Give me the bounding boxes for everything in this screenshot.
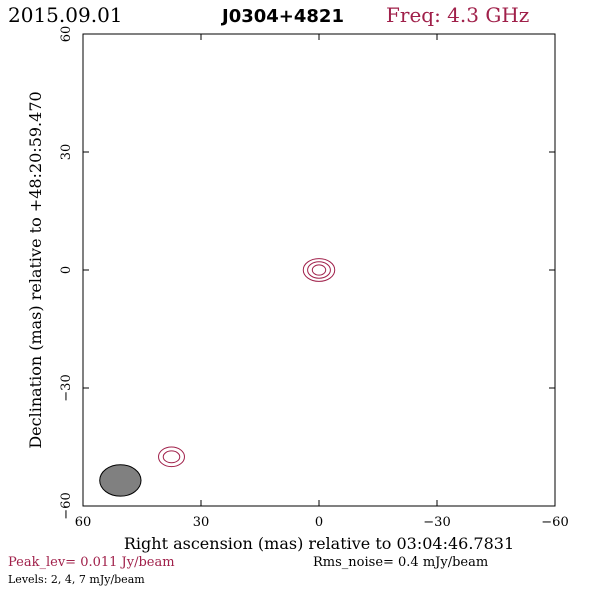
contour-line-core: [307, 261, 331, 279]
contour-line-feature: [158, 446, 185, 468]
y-axis-label: Declination (mas) relative to +48:20:59.…: [26, 91, 45, 448]
source-name: J0304+4821: [220, 6, 344, 27]
contour-layer: [158, 258, 336, 468]
contour-line-core: [302, 258, 336, 282]
y-tick-label: 0: [59, 266, 74, 274]
frequency-label: Freq: 4.3 GHz: [386, 3, 529, 27]
beam-layer: [99, 464, 142, 497]
axis-ticks: [82, 33, 556, 507]
contour-line-core: [311, 264, 327, 276]
x-tick-label: 60: [75, 515, 92, 530]
plot-frame: [82, 33, 556, 507]
y-tick-label: −60: [59, 492, 74, 519]
y-tick-labels: −60 −30 0 30 60: [59, 26, 74, 520]
contour-line-feature: [162, 450, 181, 464]
x-tick-label: −30: [423, 515, 450, 530]
observation-date: 2015.09.01: [8, 3, 123, 27]
y-tick-label: 60: [59, 26, 74, 43]
x-tick-label: −60: [541, 515, 568, 530]
contour-levels-label: Levels: 2, 4, 7 mJy/beam: [8, 573, 145, 586]
beam-ellipse: [99, 464, 142, 497]
peak-level-label: Peak_lev= 0.011 Jy/beam: [8, 555, 175, 570]
x-tick-labels: 60 30 0 −30 −60: [75, 515, 569, 530]
x-tick-label: 0: [315, 515, 323, 530]
rms-noise-label: Rms_noise= 0.4 mJy/beam: [313, 555, 488, 570]
x-tick-label: 30: [193, 515, 210, 530]
x-axis-label: Right ascension (mas) relative to 03:04:…: [124, 534, 514, 553]
y-tick-label: 30: [59, 144, 74, 161]
y-tick-label: −30: [59, 374, 74, 401]
